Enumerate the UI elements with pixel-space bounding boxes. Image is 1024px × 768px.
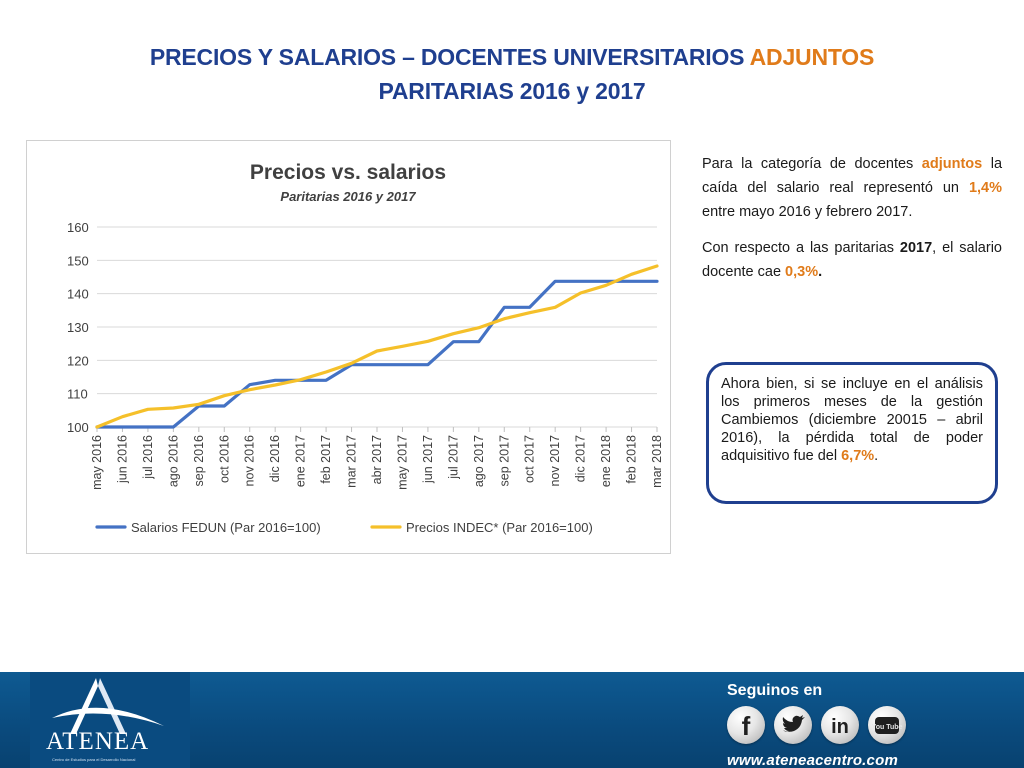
paragraph-2: Con respecto a las paritarias 2017, el s…: [702, 236, 1002, 284]
legend-label: Salarios FEDUN (Par 2016=100): [131, 520, 321, 535]
y-tick-label: 130: [67, 320, 89, 335]
x-tick-label: ene 2017: [294, 435, 308, 487]
facebook-glyph: f: [742, 711, 751, 741]
p1-highlight-adjuntos: adjuntos: [921, 156, 983, 172]
p1-text-e: entre mayo 2016 y febrero 2017.: [702, 204, 913, 220]
chart-title: Precios vs. salarios: [250, 161, 446, 184]
x-axis: may 2016 jun 2016 jul 2016 ago 2016 sep 2016…: [90, 427, 664, 490]
legend-label: Precios INDEC* (Par 2016=100): [406, 520, 593, 535]
x-tick-label: ago 2017: [472, 435, 486, 487]
title-main: PRECIOS Y SALARIOS – DOCENTES UNIVERSITA…: [149, 44, 745, 70]
chart-gridlines: [97, 226, 657, 428]
p1-text-a: Para la categoría de docentes: [702, 156, 914, 172]
y-tick-label: 120: [67, 353, 89, 368]
chart-subtitle: Paritarias 2016 y 2017: [280, 189, 416, 204]
x-tick-label: jul 2016: [141, 435, 155, 480]
series-line-precios: [95, 264, 659, 429]
atenea-logo-icon: [52, 678, 164, 734]
x-tick-label: feb 2018: [625, 435, 639, 484]
x-tick-label: ago 2016: [166, 435, 180, 487]
x-tick-label: may 2017: [395, 435, 409, 490]
callout-text-end: .: [874, 448, 879, 464]
x-tick-label: dic 2017: [574, 435, 588, 482]
x-tick-label: nov 2016: [243, 435, 257, 486]
title-line-1: PRECIOS Y SALARIOS – DOCENTES UNIVERSITA…: [0, 40, 1024, 74]
slide-title: PRECIOS Y SALARIOS – DOCENTES UNIVERSITA…: [0, 40, 1024, 108]
x-tick-label: jun 2016: [115, 435, 129, 484]
x-tick-label: abr 2017: [370, 435, 384, 484]
p2-text-c: , el salario docente cae: [702, 240, 1002, 280]
x-tick-label: sep 2016: [192, 435, 206, 486]
p1-text-c: la caída del salario real representó un: [702, 156, 1003, 196]
facebook-icon[interactable]: f: [727, 706, 765, 744]
x-tick-label: mar 2017: [345, 435, 359, 488]
p2-text-e: .: [818, 264, 823, 280]
p2-highlight-percent: 0,3%: [785, 264, 819, 280]
chart-legend: Salarios FEDUN (Par 2016=100) Precios IND…: [95, 520, 593, 535]
follow-label: Seguinos en: [727, 682, 823, 699]
y-tick-label: 100: [67, 420, 89, 435]
x-tick-label: oct 2017: [523, 435, 537, 483]
youtube-glyph: You Tube: [872, 724, 903, 731]
title-line-2: PARITARIAS 2016 y 2017: [378, 78, 646, 104]
title-accent: ADJUNTOS: [749, 44, 875, 70]
twitter-icon[interactable]: [774, 706, 812, 744]
p2-text-a: Con respecto a las paritarias: [702, 240, 895, 256]
y-tick-label: 140: [67, 287, 89, 302]
linkedin-glyph: in: [831, 716, 849, 738]
y-axis: 100 110 120 130 140 150 160: [67, 220, 89, 435]
x-tick-label: ene 2018: [599, 435, 613, 487]
series-line-salarios: [95, 279, 659, 429]
side-text: Para la categoría de docentes adjuntos l…: [702, 152, 1002, 296]
logo-tagline: Centro de Estudios para el Desarrollo Na…: [52, 757, 136, 762]
x-tick-label: feb 2017: [319, 435, 333, 484]
callout-text: Ahora bien, si se incluye en el análisis…: [721, 376, 983, 464]
x-tick-label: jul 2017: [446, 435, 460, 480]
p1-highlight-percent: 1,4%: [968, 180, 1002, 196]
p2-bold-year: 2017: [899, 240, 933, 256]
callout-box: Ahora bien, si se incluye en el análisis…: [706, 362, 998, 504]
x-tick-label: oct 2016: [217, 435, 231, 483]
x-tick-label: sep 2017: [497, 435, 511, 486]
chart-frame: Precios vs. salarios Paritarias 2016 y 2…: [26, 140, 671, 554]
y-tick-label: 160: [67, 220, 89, 235]
callout-highlight-percent: 6,7%: [841, 448, 875, 464]
website-link[interactable]: www.ateneacentro.com: [727, 752, 898, 768]
youtube-icon[interactable]: You Tube: [868, 706, 906, 744]
linkedin-icon[interactable]: in: [821, 706, 859, 744]
x-tick-label: mar 2018: [650, 435, 664, 488]
x-tick-label: may 2016: [90, 435, 104, 490]
line-chart: Precios vs. salarios Paritarias 2016 y 2…: [67, 161, 664, 535]
y-tick-label: 110: [67, 387, 88, 402]
x-tick-label: nov 2017: [548, 435, 562, 486]
x-tick-label: jun 2017: [421, 435, 435, 484]
x-tick-label: dic 2016: [268, 435, 282, 482]
y-tick-label: 150: [67, 253, 89, 268]
logo-area: [30, 672, 190, 768]
logo-word: ATENEA: [46, 728, 150, 755]
paragraph-1: Para la categoría de docentes adjuntos l…: [702, 152, 1002, 224]
chart-series: [95, 264, 659, 429]
